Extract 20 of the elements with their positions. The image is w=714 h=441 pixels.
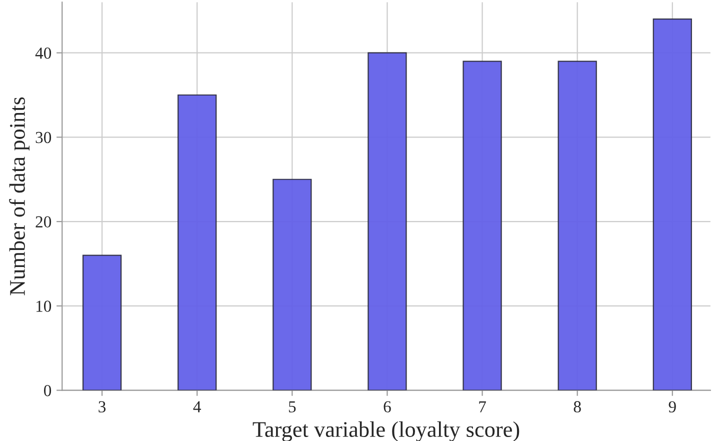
x-tick-label: 8	[574, 401, 581, 412]
x-tick-label: 3	[98, 401, 106, 412]
bar	[368, 52, 407, 390]
x-tick-label: 9	[668, 401, 676, 412]
y-tick-label: 40	[35, 48, 52, 59]
y-tick-label: 10	[36, 300, 52, 312]
x-tick-label: 7	[479, 401, 486, 412]
x-tick-label: 4	[193, 401, 202, 412]
bar	[652, 18, 692, 390]
x-tick-label: 6	[384, 401, 391, 412]
bar	[178, 94, 217, 390]
bar	[462, 60, 502, 390]
y-tick-label: 20	[36, 216, 52, 228]
y-axis-title: Number of data points	[9, 97, 30, 296]
y-tick-label: 0	[44, 384, 52, 396]
bar	[82, 254, 122, 390]
x-tick-label: 5	[288, 401, 296, 412]
bar	[272, 178, 312, 390]
y-tick-label: 30	[36, 132, 52, 144]
bar	[558, 60, 597, 390]
